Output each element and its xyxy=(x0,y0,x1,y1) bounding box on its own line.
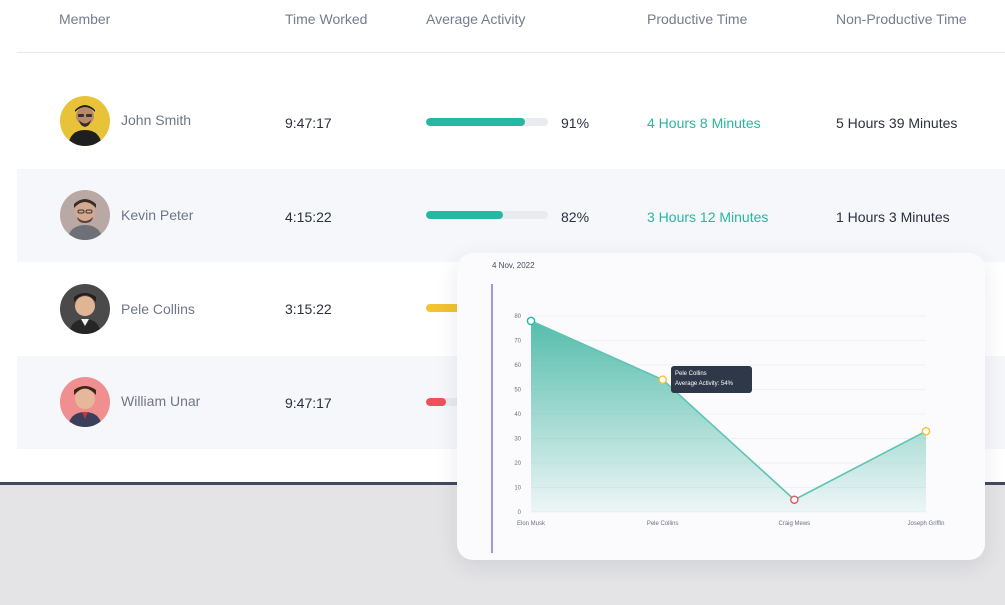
chart-y-tick-label: 40 xyxy=(514,412,521,418)
avatar xyxy=(60,190,110,240)
activity-bar xyxy=(426,118,548,126)
header-non-productive-time[interactable]: Non-Productive Time xyxy=(836,11,967,27)
chart-x-tick-label: Pele Collins xyxy=(647,521,679,527)
chart-y-tick-label: 70 xyxy=(514,339,521,345)
activity-area-chart: 0 10 20 30 40 50 60 70 80 Elon Musk Pele Collins C… xyxy=(491,284,945,553)
chart-x-tick-label: Elon Musk xyxy=(517,521,546,527)
activity-bar-fill xyxy=(426,118,525,126)
activity-bar-fill xyxy=(426,211,503,219)
table-row[interactable]: Pele Collins 3:15:22 xyxy=(17,262,1005,355)
header-average-activity[interactable]: Average Activity xyxy=(426,11,526,27)
header-productive-time[interactable]: Productive Time xyxy=(647,11,748,27)
activity-bar xyxy=(426,211,548,219)
chart-x-tick-label: Joseph Griffin xyxy=(908,521,945,527)
non-productive-time: 1 Hours 3 Minutes xyxy=(836,209,950,225)
chart-y-tick-label: 0 xyxy=(518,510,522,516)
time-worked: 9:47:17 xyxy=(285,395,332,411)
header-member[interactable]: Member xyxy=(59,11,111,27)
chart-y-tick-label: 80 xyxy=(514,314,521,320)
avatar xyxy=(60,377,110,427)
productive-time: 4 Hours 8 Minutes xyxy=(647,115,761,131)
activity-bar-fill xyxy=(426,398,446,406)
table-row[interactable]: John Smith 9:47:17 91% 4 Hours 8 Minutes… xyxy=(17,76,1005,169)
chart-date: 4 Nov, 2022 xyxy=(492,261,535,270)
productive-time: 3 Hours 12 Minutes xyxy=(647,209,769,225)
chart-series-line xyxy=(530,320,927,501)
activity-chart-card: 4 Nov, 2022 0 10 20 30 40 50 60 70 80 Elon Musk P… xyxy=(457,253,985,560)
time-worked: 4:15:22 xyxy=(285,209,332,225)
avatar xyxy=(60,284,110,334)
chart-y-tick-label: 50 xyxy=(514,388,521,394)
chart-point xyxy=(658,375,667,384)
chart-tooltip: Pele Collins Average Activity: 54% xyxy=(671,366,752,393)
chart-x-tick-label: Craig Mews xyxy=(778,521,810,527)
non-productive-time: 5 Hours 39 Minutes xyxy=(836,115,958,131)
avatar xyxy=(60,96,110,146)
activity-percent: 82% xyxy=(561,209,590,225)
chart-y-tick-label: 60 xyxy=(514,363,521,369)
time-worked: 3:15:22 xyxy=(285,301,332,317)
table-row[interactable]: Kevin Peter 4:15:22 82% 3 Hours 12 Minut… xyxy=(17,169,1005,262)
chart-area-fill xyxy=(531,320,926,512)
chart-y-tick-label: 10 xyxy=(514,486,521,492)
activity-bar-fill xyxy=(426,304,463,312)
chart-y-tick-label: 30 xyxy=(514,437,521,443)
member-name: William Unar xyxy=(121,393,201,409)
tooltip-activity: Average Activity: 54% xyxy=(675,381,733,387)
avatar xyxy=(60,472,110,482)
member-name: John Smith xyxy=(121,112,192,128)
chart-y-tick-label: 20 xyxy=(514,461,521,467)
time-worked: 9:47:17 xyxy=(285,115,332,131)
chart-point xyxy=(526,316,536,326)
tooltip-name: Pele Collins xyxy=(675,371,707,377)
activity-percent: 91% xyxy=(561,115,590,131)
table-header: Member Time Worked Average Activity Prod… xyxy=(17,0,1005,53)
chart-point xyxy=(921,426,931,436)
member-name: Kevin Peter xyxy=(121,207,194,223)
member-name: Pele Collins xyxy=(121,301,195,317)
chart-point xyxy=(790,495,799,505)
header-time-worked[interactable]: Time Worked xyxy=(285,11,368,27)
